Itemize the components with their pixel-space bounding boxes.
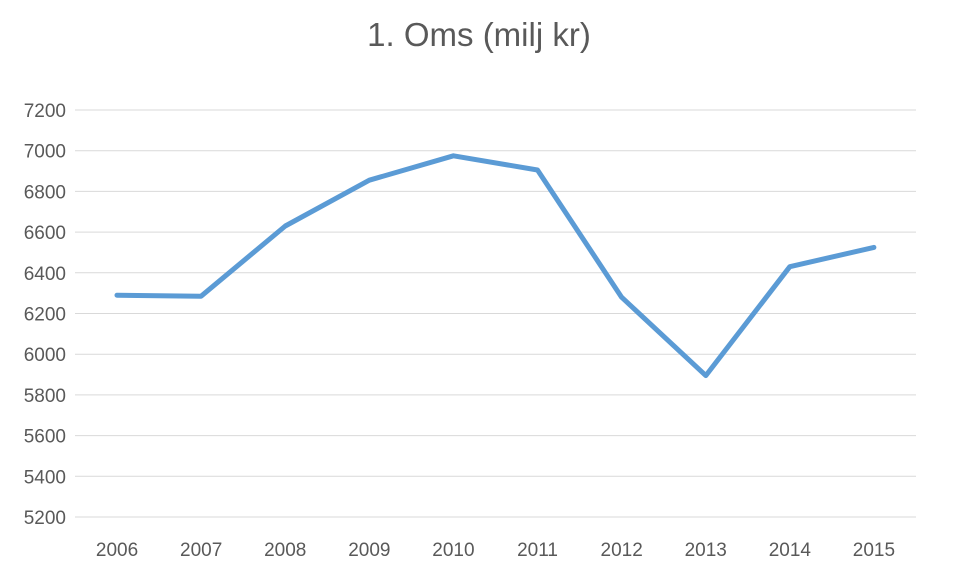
y-tick-label: 6800 xyxy=(24,182,66,203)
y-tick-label: 5400 xyxy=(24,467,66,488)
x-tick-label: 2013 xyxy=(685,540,727,561)
x-tick-label: 2012 xyxy=(601,540,643,561)
y-tick-label: 5200 xyxy=(24,508,66,529)
x-tick-label: 2014 xyxy=(769,540,812,561)
x-tick-label: 2009 xyxy=(348,540,390,561)
y-tick-label: 5800 xyxy=(24,386,66,407)
gridlines xyxy=(75,109,916,518)
y-tick-label: 7200 xyxy=(24,101,66,122)
y-tick-label: 6200 xyxy=(24,305,66,326)
x-tick-label: 2010 xyxy=(432,540,474,561)
y-tick-label: 7000 xyxy=(24,142,66,163)
x-tick-label: 2015 xyxy=(853,540,895,561)
series-lines xyxy=(114,153,877,379)
chart-title: 1. Oms (milj kr) xyxy=(367,16,591,53)
y-tick-label: 6600 xyxy=(24,223,66,244)
y-tick-label: 5600 xyxy=(24,427,66,448)
y-axis-tick-labels: 7200 7000 6800 6600 6400 6200 6000 5800 5600 5400… xyxy=(24,101,66,529)
y-tick-label: 6000 xyxy=(24,345,66,366)
x-tick-label: 2007 xyxy=(180,540,222,561)
y-tick-label: 6400 xyxy=(24,264,66,285)
x-axis-tick-labels: 2006 2007 2008 2009 2010 2011 2012 2013 2014 2015 xyxy=(96,540,895,561)
x-tick-label: 2008 xyxy=(264,540,306,561)
x-tick-label: 2006 xyxy=(96,540,138,561)
x-tick-label: 2011 xyxy=(517,540,558,561)
series-line xyxy=(114,153,877,379)
